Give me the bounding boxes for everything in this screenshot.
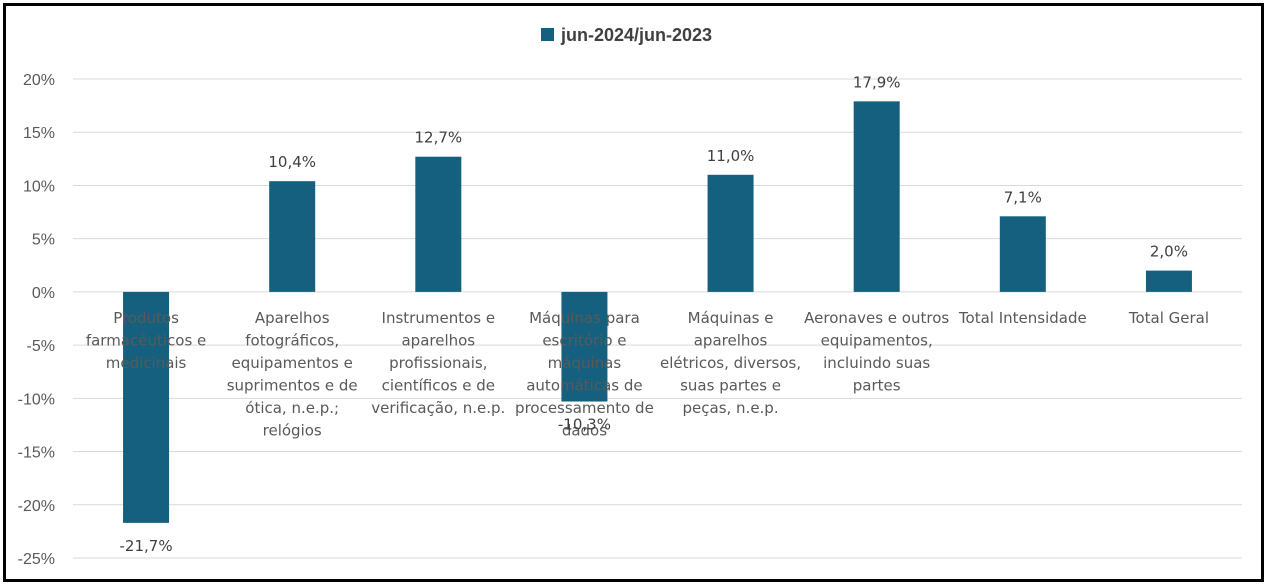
data-label: 11,0% (707, 147, 755, 165)
data-label: 17,9% (853, 73, 901, 91)
legend: jun-2024/jun-2023 (541, 25, 712, 45)
y-tick-label: -5% (27, 338, 55, 355)
y-axis-ticks: 20% 15% 10% 5% 0% -5% -10% -15% -20% -25% (18, 72, 55, 568)
legend-label: jun-2024/jun-2023 (560, 25, 712, 45)
data-labels: -21,7% 10,4% 12,7% -10,3% 11,0% 17,9% 7,1% 2,0% (120, 73, 1188, 555)
bar (123, 291, 170, 523)
legend-swatch (541, 28, 554, 41)
data-label: 2,0% (1150, 243, 1188, 261)
bar (853, 101, 900, 292)
data-label: 10,4% (268, 153, 316, 171)
y-tick-label: -25% (18, 551, 55, 568)
bar (1145, 270, 1192, 292)
bar (415, 156, 462, 292)
y-tick-label: -15% (18, 445, 55, 462)
y-tick-label: -20% (18, 498, 55, 515)
category-label: Aparelhos fotográficos, equipamentos e supr… (227, 309, 358, 440)
bar (999, 216, 1046, 292)
y-tick-label: 15% (23, 125, 55, 142)
category-label: Produtos farmacêuticos e medicinais (86, 309, 206, 372)
y-tick-label: 20% (23, 72, 55, 89)
category-label: Total Geral (1128, 309, 1209, 327)
chart-frame (3, 3, 1264, 582)
category-label: Aeronaves e outros equipamentos, incluindo… (804, 309, 949, 395)
y-tick-label: -10% (18, 391, 55, 408)
data-label: 12,7% (414, 129, 462, 147)
category-label: Instrumentos e aparelhos profissionais, cie… (371, 309, 505, 417)
bars (123, 101, 1192, 523)
category-label: Máquinas e aparelhos elétricos, diversos, s… (660, 309, 801, 417)
bar (561, 291, 608, 402)
data-label: 7,1% (1004, 188, 1042, 206)
category-labels: Produtos farmacêuticos e medicinais Aparelh… (86, 309, 1209, 440)
bar (269, 181, 316, 292)
y-tick-label: 5% (32, 232, 55, 249)
y-tick-label: 0% (32, 285, 55, 302)
category-label: Total Intensidade (958, 309, 1087, 327)
y-tick-label: 10% (23, 178, 55, 195)
category-label: Máquinas para escritório e máquinas automát… (515, 309, 654, 440)
gridlines (73, 78, 1242, 559)
bar (707, 174, 754, 292)
data-label: -21,7% (120, 537, 173, 555)
data-label: -10,3% (558, 416, 611, 434)
